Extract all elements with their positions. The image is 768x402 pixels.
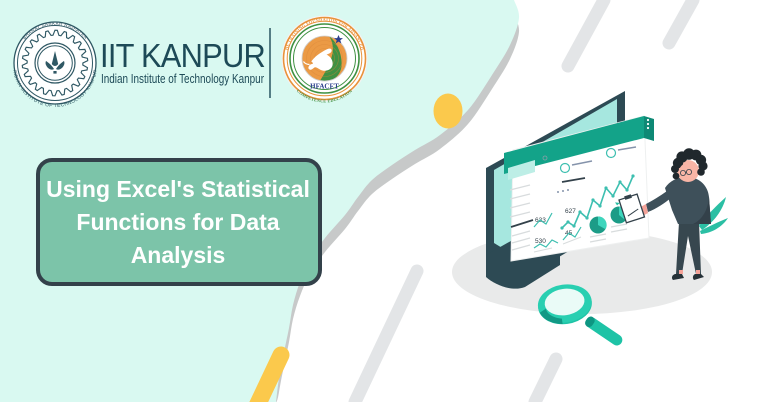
svg-text:Using Excel's Statistical: Using Excel's Statistical xyxy=(46,176,310,202)
svg-text:Analysis: Analysis xyxy=(131,242,226,268)
svg-text:Indian Institute of Technology: Indian Institute of Technology Kanpur xyxy=(101,72,264,86)
svg-text:Functions for Data: Functions for Data xyxy=(76,209,279,235)
svg-text:HFACET: HFACET xyxy=(310,83,339,91)
svg-text:IIT KANPUR: IIT KANPUR xyxy=(100,37,265,74)
svg-text:627: 627 xyxy=(565,208,576,215)
